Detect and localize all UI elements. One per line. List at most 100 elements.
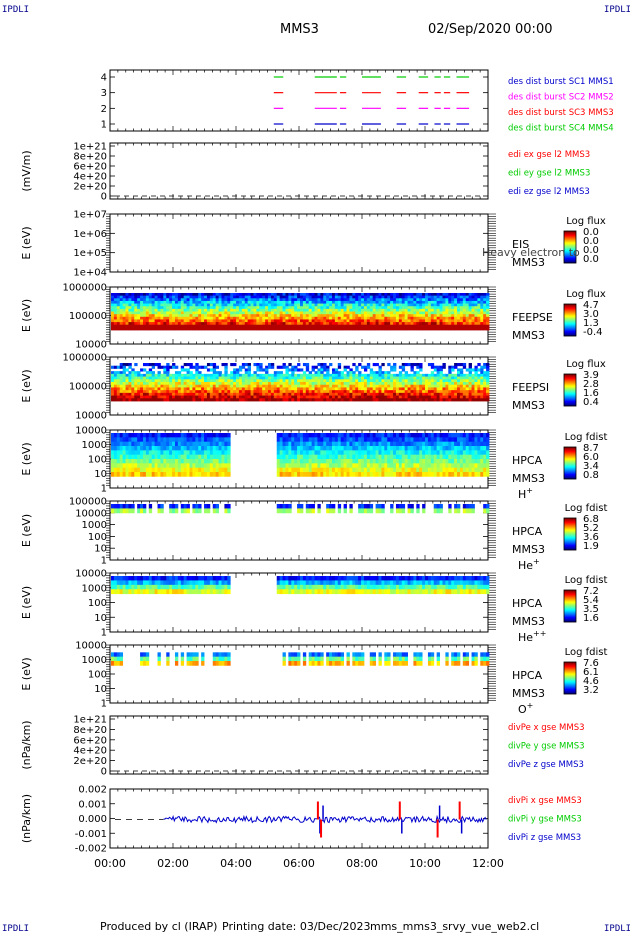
spectrogram-cell xyxy=(183,319,187,323)
spectrogram-cell xyxy=(442,384,446,388)
spectrogram-cell xyxy=(273,293,278,297)
spectrogram-cell xyxy=(337,327,342,331)
spectrogram-cell xyxy=(378,463,382,469)
spectrogram-cell xyxy=(387,446,391,451)
spectrogram-cell xyxy=(276,446,281,451)
spectrogram-cell xyxy=(381,459,385,464)
spectrogram-cell xyxy=(366,433,371,438)
spectrogram-cell xyxy=(285,446,289,451)
spectrogram-cell xyxy=(326,327,330,331)
spectrogram-cell xyxy=(270,311,275,315)
spectrogram-cell xyxy=(160,580,164,586)
spectrogram-cell xyxy=(241,319,246,323)
spectrogram-cell xyxy=(131,450,135,456)
spectrogram-cell xyxy=(294,314,298,318)
spectrogram-cell xyxy=(160,316,164,320)
spectrogram-cell xyxy=(331,504,336,509)
spectrogram-cell xyxy=(177,584,182,590)
spectrogram-cell xyxy=(177,319,182,323)
spectrogram-cell xyxy=(346,322,350,326)
spectrogram-cell xyxy=(291,450,295,456)
spectrogram-cell xyxy=(302,306,307,310)
spectrogram-cell xyxy=(160,472,164,477)
spectrogram-cell xyxy=(212,316,217,320)
spectrogram-cell xyxy=(419,450,423,456)
spectrogram-cell xyxy=(218,376,222,380)
spectrogram-cell xyxy=(329,308,333,312)
spectrogram-cell xyxy=(160,463,164,469)
spectrogram-cell xyxy=(430,363,435,367)
spectrogram-cell xyxy=(375,316,379,320)
spectrogram-cell xyxy=(462,308,467,312)
spectrogram-cell xyxy=(413,303,417,307)
spectrogram-cell xyxy=(169,298,173,302)
spectrogram-cell xyxy=(404,382,408,386)
spectrogram-cell xyxy=(323,306,327,310)
spectrogram-cell xyxy=(442,437,446,443)
spectrogram-cell xyxy=(195,398,199,402)
spectrogram-cell xyxy=(154,446,158,451)
spectrogram-cell xyxy=(398,373,403,377)
spectrogram-cell xyxy=(314,303,318,307)
spectrogram-cell xyxy=(148,368,153,372)
spectrogram-cell xyxy=(212,395,217,399)
spectrogram-cell xyxy=(169,398,173,402)
spectrogram-cell xyxy=(404,437,408,443)
spectrogram-cell xyxy=(480,446,484,451)
spectrogram-cell xyxy=(111,327,115,331)
spectrogram-cell xyxy=(273,324,278,328)
spectrogram-cell xyxy=(169,379,173,383)
spectrogram-cell xyxy=(366,392,371,396)
spectrogram-cell xyxy=(192,398,196,402)
spectrogram-cell xyxy=(462,379,467,383)
spectrogram-cell xyxy=(308,371,313,375)
spectrogram-cell xyxy=(244,327,249,331)
spectrogram-cell xyxy=(323,293,327,297)
spectrogram-cell xyxy=(204,472,208,477)
spectrogram-cell xyxy=(436,319,440,323)
spectrogram-cell xyxy=(268,306,272,310)
spectrogram-cell xyxy=(119,363,124,367)
spectrogram-cell xyxy=(483,300,487,304)
spectrogram-cell xyxy=(140,295,144,299)
spectrogram-cell xyxy=(326,300,330,304)
spectrogram-cell xyxy=(305,363,310,367)
spectrogram-cell xyxy=(317,390,321,394)
spectrogram-cell xyxy=(180,327,185,331)
spectrogram-cell xyxy=(157,384,161,388)
spectrogram-cell xyxy=(128,576,132,581)
spectrogram-cell xyxy=(285,454,289,460)
spectrogram-cell xyxy=(140,433,144,438)
spectrogram-cell xyxy=(390,395,394,399)
spectrogram-cell xyxy=(343,316,347,320)
spectrogram-cell xyxy=(486,508,490,514)
spectrogram-cell xyxy=(369,382,374,386)
spectrogram-cell xyxy=(358,311,362,315)
spectrogram-cell xyxy=(361,322,365,326)
spectrogram-cell xyxy=(425,454,429,460)
spectrogram-cell xyxy=(201,398,205,402)
spectrogram-cell xyxy=(454,379,458,383)
spectrogram-cell xyxy=(125,322,129,326)
spectrogram-cell xyxy=(302,322,307,326)
spectrogram-cell xyxy=(413,319,417,323)
spectrogram-cell xyxy=(308,379,313,383)
spectrogram-cell xyxy=(407,441,411,447)
spectrogram-cell xyxy=(166,293,170,297)
spectrogram-cell xyxy=(468,371,472,375)
spectrogram-cell xyxy=(387,316,391,320)
spectrogram-cell xyxy=(256,293,260,297)
spectrogram-cell xyxy=(238,379,243,383)
spectrogram-cell xyxy=(326,441,330,447)
spectrogram-cell xyxy=(433,298,438,302)
spectrogram-cell xyxy=(204,319,208,323)
spectrogram-cell xyxy=(451,390,455,394)
spectrogram-cell xyxy=(113,437,118,443)
spectrogram-cell xyxy=(404,293,408,297)
spectrogram-cell xyxy=(369,303,374,307)
y-tick-label: 1e+21 xyxy=(73,142,107,153)
spectrogram-cell xyxy=(381,295,385,299)
spectrogram-cell xyxy=(206,387,211,391)
spectrogram-cell xyxy=(352,390,356,394)
spectrogram-cell xyxy=(288,322,292,326)
